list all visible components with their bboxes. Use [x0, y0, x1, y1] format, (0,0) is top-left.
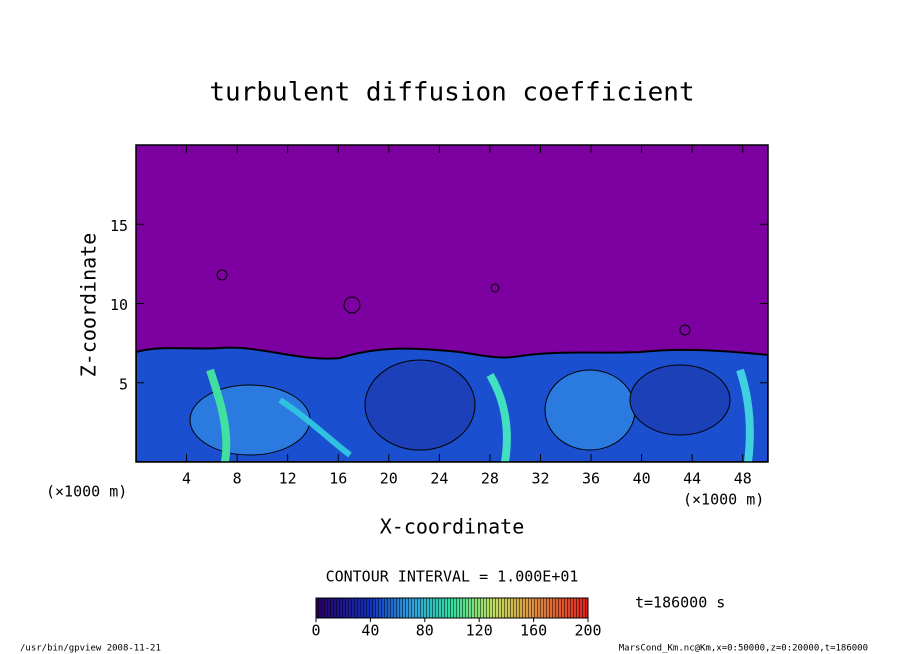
- chart-title: turbulent diffusion coefficient: [209, 78, 694, 108]
- footer-left: /usr/bin/gpview 2008-11-21: [20, 644, 161, 654]
- x-axis-label: X-coordinate: [380, 515, 525, 539]
- colorbar-tick-label: 160: [520, 622, 547, 640]
- x-tick-label: 16: [329, 470, 347, 488]
- x-tick-label: 8: [233, 470, 242, 488]
- colorbar-frame: [315, 597, 589, 619]
- x-tick-label: 12: [279, 470, 297, 488]
- x-tick-label: 28: [481, 470, 499, 488]
- colorbar-tick-label: 120: [466, 622, 493, 640]
- x-unit: (×1000 m): [683, 491, 764, 509]
- colorbar-tick-label: 0: [311, 622, 320, 640]
- contour-interval: CONTOUR INTERVAL = 1.000E+01: [326, 568, 579, 586]
- x-tick-label: 4: [182, 470, 191, 488]
- x-tick-label: 44: [683, 470, 701, 488]
- y-axis-label: Z-coordinate: [77, 233, 101, 378]
- time-label: t=186000 s: [635, 594, 725, 612]
- colorbar-tick-label: 80: [416, 622, 434, 640]
- colorbar-lines: [316, 598, 588, 618]
- y-tick-label: 10: [110, 296, 128, 314]
- x-tick-label: 32: [531, 470, 549, 488]
- y-tick-label: 5: [119, 375, 128, 393]
- x-tick-label: 24: [430, 470, 448, 488]
- y-unit: (×1000 m): [46, 483, 127, 501]
- y-tick-label: 15: [110, 217, 128, 235]
- colorbar-tick-label: 200: [574, 622, 601, 640]
- x-tick-label: 48: [734, 470, 752, 488]
- x-tick-label: 20: [380, 470, 398, 488]
- x-tick-label: 36: [582, 470, 600, 488]
- field: [136, 269, 768, 462]
- footer-right: MarsCond_Km.nc@Km,x=0:50000,z=0:20000,t=…: [619, 644, 868, 654]
- x-tick-label: 40: [633, 470, 651, 488]
- colorbar-tick-label: 40: [361, 622, 379, 640]
